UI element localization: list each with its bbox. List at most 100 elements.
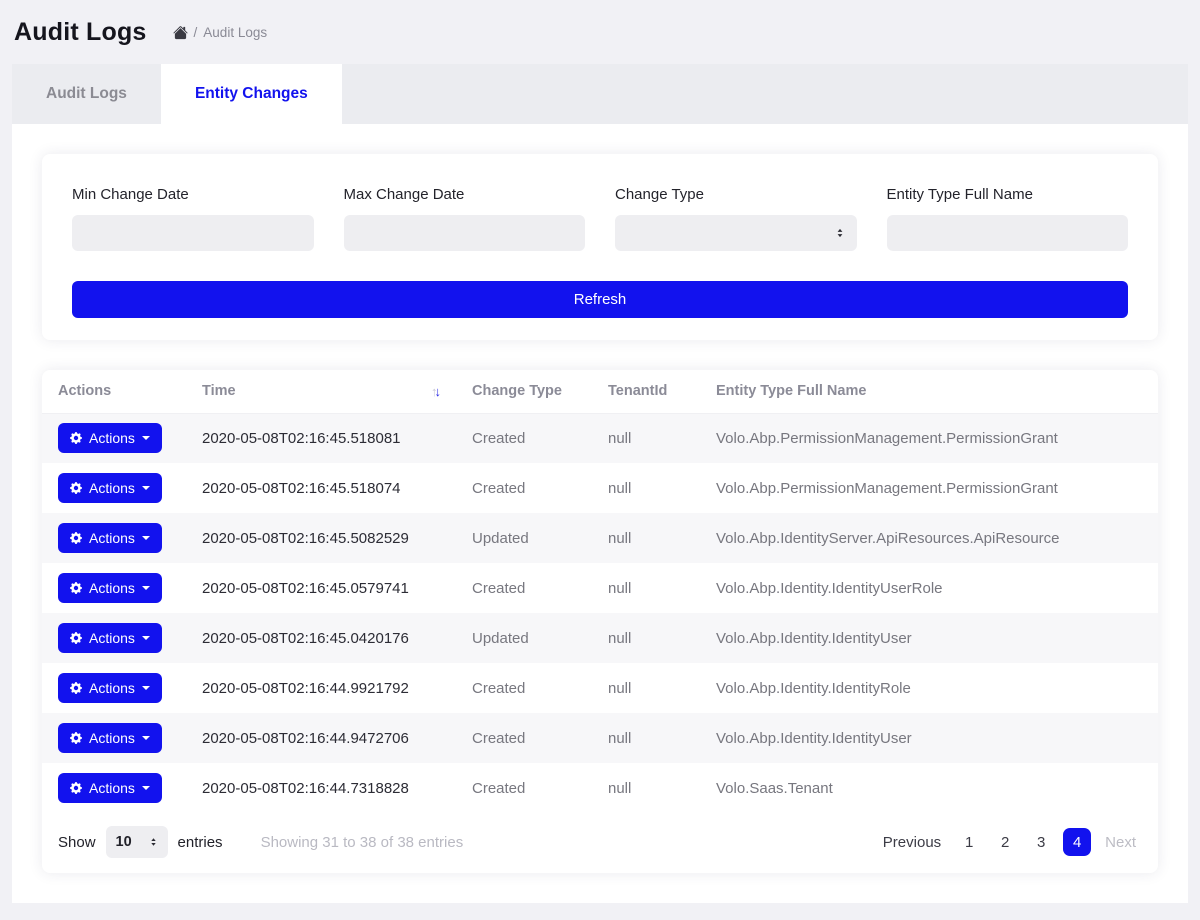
cell-entity-type: Volo.Abp.PermissionManagement.Permission… (716, 479, 1058, 497)
cell-change-type: Created (472, 679, 526, 697)
table-row: Actions 2020-05-08T02:16:45.0579741 Crea… (42, 563, 1158, 613)
table-footer: Show 10 entries Showing 31 to 38 of 38 e… (42, 813, 1158, 873)
cell-change-type: Created (472, 479, 526, 497)
table-row: Actions 2020-05-08T02:16:45.518074 Creat… (42, 463, 1158, 513)
entries-summary: Showing 31 to 38 of 38 entries (260, 833, 464, 851)
cell-tenant-id: null (608, 629, 632, 647)
pagination-previous[interactable]: Previous (877, 830, 947, 855)
table-row: Actions 2020-05-08T02:16:45.518081 Creat… (42, 413, 1158, 463)
row-actions-button[interactable]: Actions (58, 723, 162, 753)
column-header-time[interactable]: Time ↑↓ (186, 370, 456, 414)
entity-type-label: Entity Type Full Name (886, 186, 1033, 203)
cell-entity-type: Volo.Abp.Identity.IdentityUserRole (716, 579, 943, 597)
caret-down-icon (141, 736, 150, 740)
table-row: Actions 2020-05-08T02:16:44.7318828 Crea… (42, 763, 1158, 813)
filter-field-change-type: Change Type (615, 186, 857, 251)
min-change-date-input[interactable] (72, 215, 314, 251)
gear-icon (70, 532, 82, 544)
table-row: Actions 2020-05-08T02:16:45.5082529 Upda… (42, 513, 1158, 563)
cell-change-type: Created (472, 429, 526, 447)
gear-icon (70, 632, 82, 644)
row-actions-button[interactable]: Actions (58, 473, 162, 503)
actions-button-label: Actions (89, 780, 135, 796)
row-actions-button[interactable]: Actions (58, 523, 162, 553)
change-type-label: Change Type (615, 186, 704, 203)
tab-entity-changes[interactable]: Entity Changes (160, 64, 342, 124)
cell-entity-type: Volo.Abp.PermissionManagement.Permission… (716, 429, 1058, 447)
gear-icon (70, 782, 82, 794)
cell-change-type: Updated (472, 629, 529, 647)
actions-button-label: Actions (89, 480, 135, 496)
row-actions-button[interactable]: Actions (58, 773, 162, 803)
column-header-tenant-id: TenantId (592, 370, 700, 414)
cell-time: 2020-05-08T02:16:45.0579741 (202, 579, 409, 597)
max-change-date-input[interactable] (343, 215, 585, 251)
filter-field-min-change-date: Min Change Date (72, 186, 314, 251)
row-actions-button[interactable]: Actions (58, 673, 162, 703)
filter-card: Min Change Date Max Change Date Change T… (42, 154, 1158, 340)
cell-tenant-id: null (608, 429, 632, 447)
gear-icon (70, 682, 82, 694)
cell-change-type: Created (472, 579, 526, 597)
column-header-entity-type: Entity Type Full Name (700, 370, 1158, 414)
page-size-select[interactable]: 10 (105, 826, 168, 858)
cell-time: 2020-05-08T02:16:45.518074 (202, 479, 401, 497)
filter-field-entity-type: Entity Type Full Name (886, 186, 1128, 251)
tab-strip: Audit Logs Entity Changes (12, 64, 1188, 124)
entries-label: entries (177, 833, 223, 851)
actions-button-label: Actions (89, 630, 135, 646)
entity-type-input[interactable] (886, 215, 1128, 251)
breadcrumb-current: Audit Logs (203, 24, 268, 40)
min-change-date-label: Min Change Date (72, 186, 189, 203)
row-actions-button[interactable]: Actions (58, 623, 162, 653)
cell-time: 2020-05-08T02:16:45.0420176 (202, 629, 409, 647)
page-size-value: 10 (115, 834, 132, 850)
caret-down-icon (141, 586, 150, 590)
table-body: Actions 2020-05-08T02:16:45.518081 Creat… (42, 413, 1158, 813)
cell-change-type: Created (472, 729, 526, 747)
pagination-page-1[interactable]: 1 (955, 830, 983, 855)
cell-change-type: Updated (472, 529, 529, 547)
home-icon[interactable] (172, 25, 188, 40)
max-change-date-label: Max Change Date (343, 186, 465, 203)
row-actions-button[interactable]: Actions (58, 573, 162, 603)
table-row: Actions 2020-05-08T02:16:45.0420176 Upda… (42, 613, 1158, 663)
actions-button-label: Actions (89, 730, 135, 746)
gear-icon (70, 432, 82, 445)
actions-button-label: Actions (89, 430, 135, 447)
refresh-button[interactable]: Refresh (72, 281, 1128, 318)
cell-entity-type: Volo.Abp.Identity.IdentityUser (716, 729, 912, 747)
cell-tenant-id: null (608, 529, 632, 547)
entity-changes-table: Actions Time ↑↓ Change Type TenantId Ent… (42, 370, 1158, 813)
caret-down-icon (141, 786, 150, 790)
cell-tenant-id: null (608, 479, 632, 497)
caret-down-icon (141, 536, 150, 540)
pagination-page-4[interactable]: 4 (1063, 828, 1092, 856)
pagination: Previous 1 2 3 4 Next (877, 828, 1142, 856)
table-header-row: Actions Time ↑↓ Change Type TenantId Ent… (42, 370, 1158, 414)
cell-time: 2020-05-08T02:16:44.9921792 (202, 679, 409, 697)
table-row: Actions 2020-05-08T02:16:44.9921792 Crea… (42, 663, 1158, 713)
actions-button-label: Actions (89, 680, 135, 696)
select-arrows-icon (148, 836, 159, 849)
cell-tenant-id: null (608, 679, 632, 697)
actions-button-label: Actions (89, 580, 135, 596)
gear-icon (70, 582, 82, 594)
pagination-next: Next (1099, 830, 1142, 855)
cell-time: 2020-05-08T02:16:44.9472706 (202, 729, 409, 747)
page-header: Audit Logs / Audit Logs (0, 0, 1200, 64)
pagination-page-2[interactable]: 2 (991, 830, 1019, 855)
cell-change-type: Created (472, 779, 526, 797)
cell-tenant-id: null (608, 729, 632, 747)
row-actions-button[interactable]: Actions (58, 423, 162, 454)
pagination-page-3[interactable]: 3 (1027, 830, 1055, 855)
caret-down-icon (141, 486, 150, 490)
breadcrumb-separator: / (193, 24, 198, 40)
change-type-select[interactable] (615, 215, 857, 251)
filter-grid: Min Change Date Max Change Date Change T… (72, 186, 1128, 251)
page-title: Audit Logs (14, 17, 147, 46)
cell-tenant-id: null (608, 579, 632, 597)
sort-icon[interactable]: ↑↓ (431, 383, 441, 399)
caret-down-icon (141, 636, 150, 640)
tab-audit-logs[interactable]: Audit Logs (12, 64, 161, 124)
